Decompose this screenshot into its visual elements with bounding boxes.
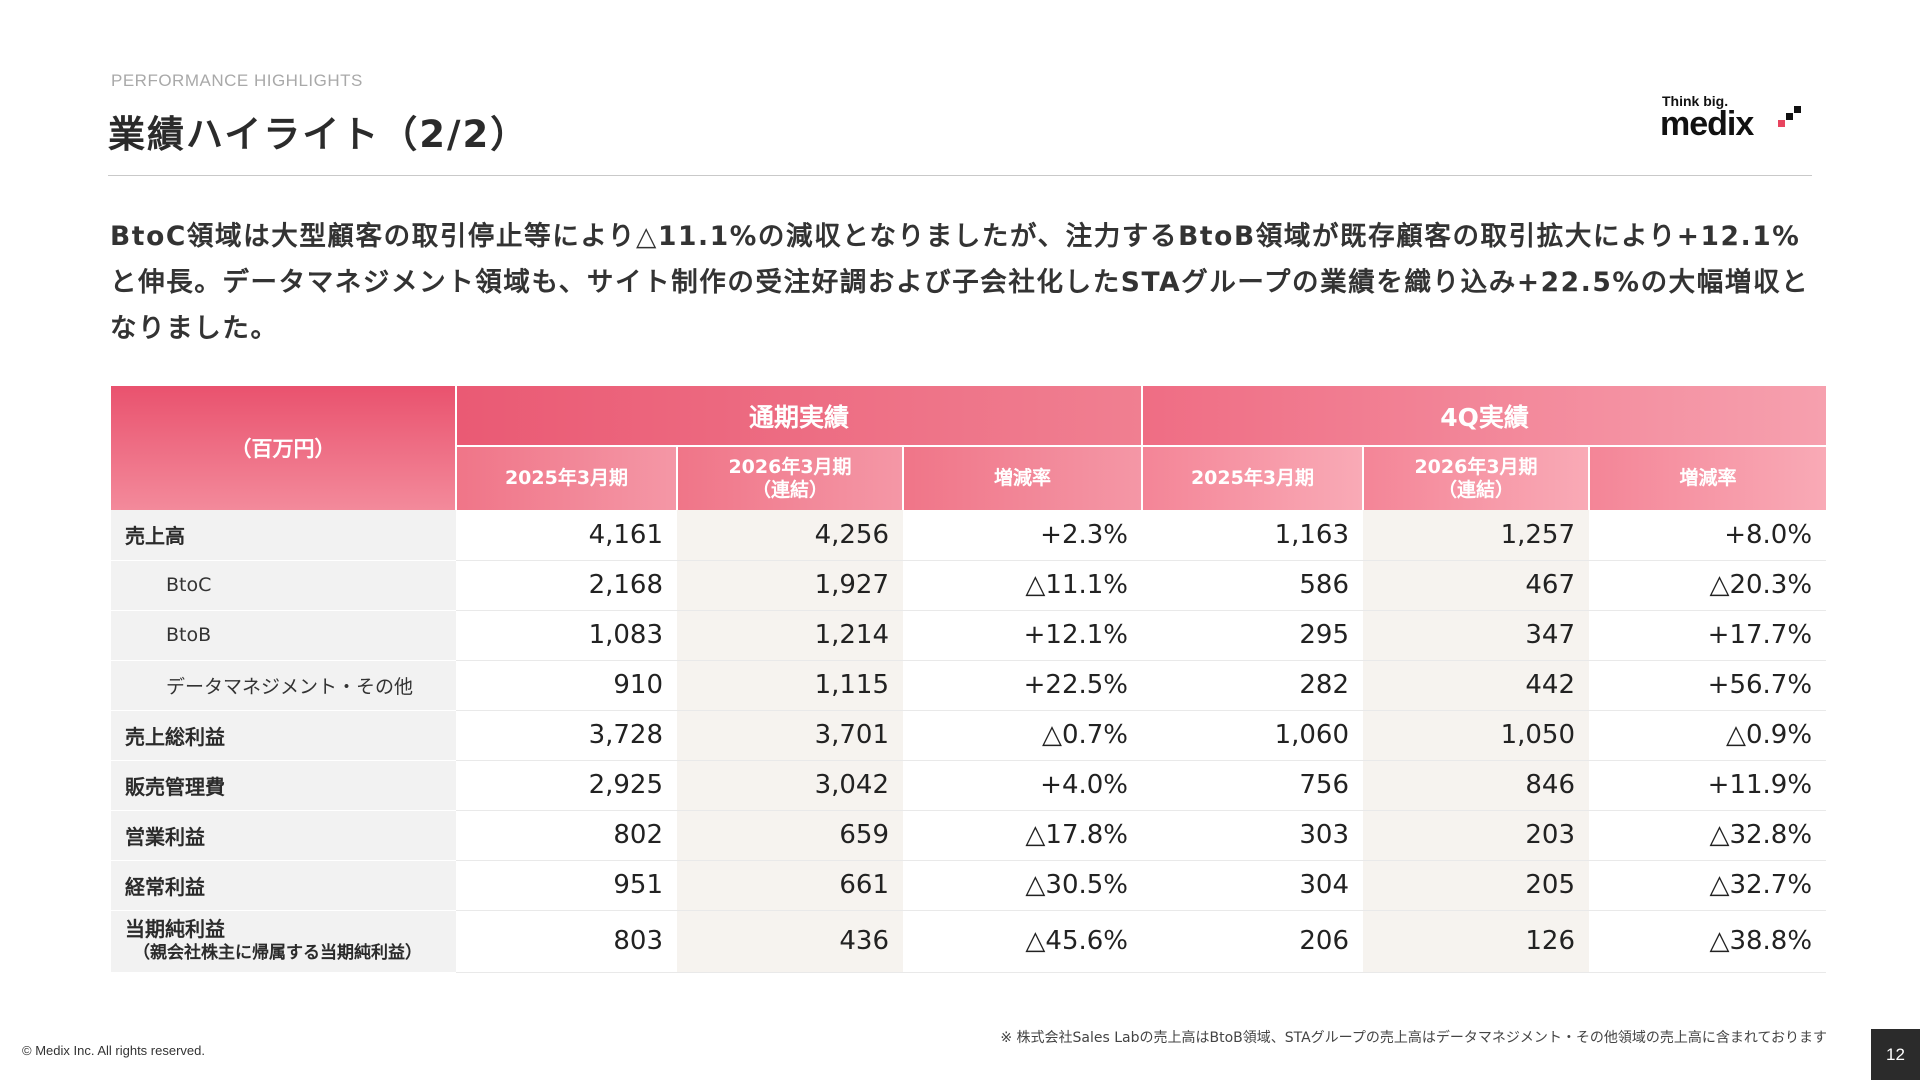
table-row: 売上総利益 3,728 3,701 △0.7% 1,060 1,050 △0.9… xyxy=(111,710,1827,761)
table-cell: 802 xyxy=(456,810,677,861)
subheader-fy-2026: 2026年3月期 （連結） xyxy=(677,446,904,510)
page-number: 12 xyxy=(1871,1029,1920,1080)
table-cell: 1,927 xyxy=(677,560,903,611)
table-row: 経常利益 951 661 △30.5% 304 205 △32.7% xyxy=(111,860,1827,911)
row-label-main: 当期純利益 xyxy=(125,917,225,941)
table-row: データマネジメント・その他 910 1,115 +22.5% 282 442 +… xyxy=(111,660,1827,711)
table-cell: 1,083 xyxy=(456,610,677,661)
table-cell: 3,728 xyxy=(456,710,677,761)
table-cell: △32.7% xyxy=(1589,860,1827,911)
summary-text: BtoC領域は大型顧客の取引停止等により△11.1%の減収となりましたが、注力す… xyxy=(110,221,1810,344)
logo-pixel-mark-icon xyxy=(1778,106,1801,127)
medix-logo: Think big. medix xyxy=(1660,93,1810,145)
table-cell: +4.0% xyxy=(903,760,1143,811)
table-cell: +2.3% xyxy=(903,510,1143,561)
subheader-fy-2025: 2025年3月期 xyxy=(456,446,678,510)
table-row: 当期純利益 （親会社株主に帰属する当期純利益） 803 436 △45.6% 2… xyxy=(111,910,1827,973)
table-cell: 1,257 xyxy=(1363,510,1590,561)
row-label: 販売管理費 xyxy=(111,760,456,811)
table-cell: △11.1% xyxy=(903,560,1143,611)
subheader-q4-2025: 2025年3月期 xyxy=(1142,446,1365,510)
table-cell: +17.7% xyxy=(1589,610,1827,661)
table-cell: +12.1% xyxy=(903,610,1143,661)
table-cell: 661 xyxy=(677,860,903,911)
performance-table: （百万円） 通期実績 4Q実績 2025年3月期 2026年3月期 （連結） 増減… xyxy=(111,386,1827,973)
table-cell: 467 xyxy=(1363,560,1590,611)
logo-tagline: Think big. xyxy=(1662,93,1729,109)
subheader-q4-change: 増減率 xyxy=(1589,446,1827,510)
group-header-full-year: 通期実績 xyxy=(456,386,1144,447)
table-cell: △30.5% xyxy=(903,860,1143,911)
table-cell: 3,701 xyxy=(677,710,903,761)
table-cell: 4,161 xyxy=(456,510,677,561)
table-cell: 659 xyxy=(677,810,903,861)
table-cell: △0.9% xyxy=(1589,710,1827,761)
row-label: BtoB xyxy=(111,610,456,661)
table-cell: 1,115 xyxy=(677,660,903,711)
table-cell: 756 xyxy=(1142,760,1364,811)
subheader-q4-2026: 2026年3月期 （連結） xyxy=(1363,446,1591,510)
table-cell: 282 xyxy=(1142,660,1364,711)
unit-header: （百万円） xyxy=(111,386,457,510)
row-label: 売上高 xyxy=(111,510,456,561)
table-cell: 1,214 xyxy=(677,610,903,661)
table-cell: 205 xyxy=(1363,860,1590,911)
row-label: 当期純利益 （親会社株主に帰属する当期純利益） xyxy=(111,910,456,973)
table-cell: 1,060 xyxy=(1142,710,1364,761)
table-cell: 303 xyxy=(1142,810,1364,861)
table-cell: 304 xyxy=(1142,860,1364,911)
table-cell: 586 xyxy=(1142,560,1364,611)
table-row: 売上高 4,161 4,256 +2.3% 1,163 1,257 +8.0% xyxy=(111,510,1827,561)
table-cell: △45.6% xyxy=(903,910,1143,973)
page-title: 業績ハイライト（2/2） xyxy=(108,113,530,156)
table-cell: 1,050 xyxy=(1363,710,1590,761)
copyright: © Medix Inc. All rights reserved. xyxy=(22,1043,205,1058)
table-cell: +56.7% xyxy=(1589,660,1827,711)
table-cell: 1,163 xyxy=(1142,510,1364,561)
table-cell: +8.0% xyxy=(1589,510,1827,561)
table-cell: 442 xyxy=(1363,660,1590,711)
row-label: 売上総利益 xyxy=(111,710,456,761)
title-divider xyxy=(108,175,1812,176)
table-cell: 347 xyxy=(1363,610,1590,661)
table-cell: 803 xyxy=(456,910,677,973)
logo-wordmark: medix xyxy=(1660,105,1754,143)
table-cell: 846 xyxy=(1363,760,1590,811)
table-row: 営業利益 802 659 △17.8% 303 203 △32.8% xyxy=(111,810,1827,861)
table-cell: 910 xyxy=(456,660,677,711)
row-label: 営業利益 xyxy=(111,810,456,861)
table-cell: △32.8% xyxy=(1589,810,1827,861)
table-row: BtoB 1,083 1,214 +12.1% 295 347 +17.7% xyxy=(111,610,1827,661)
row-label: BtoC xyxy=(111,560,456,611)
row-label: データマネジメント・その他 xyxy=(111,660,456,711)
table-cell: △17.8% xyxy=(903,810,1143,861)
table-cell: 4,256 xyxy=(677,510,903,561)
table-cell: 206 xyxy=(1142,910,1364,973)
table-row: 販売管理費 2,925 3,042 +4.0% 756 846 +11.9% xyxy=(111,760,1827,811)
table-cell: 436 xyxy=(677,910,903,973)
subheader-fy-change: 増減率 xyxy=(903,446,1144,510)
row-label-note: （親会社株主に帰属する当期純利益） xyxy=(133,943,422,963)
table-cell: 2,925 xyxy=(456,760,677,811)
table-cell: 203 xyxy=(1363,810,1590,861)
table-cell: 3,042 xyxy=(677,760,903,811)
table-cell: +22.5% xyxy=(903,660,1143,711)
table-cell: △0.7% xyxy=(903,710,1143,761)
table-cell: 295 xyxy=(1142,610,1364,661)
table-cell: 2,168 xyxy=(456,560,677,611)
table-cell: 126 xyxy=(1363,910,1590,973)
section-eyebrow: PERFORMANCE HIGHLIGHTS xyxy=(111,71,363,90)
footnote: ※ 株式会社Sales Labの売上高はBtoB領域、STAグループの売上高はデ… xyxy=(1000,1030,1827,1046)
table-cell: △38.8% xyxy=(1589,910,1827,973)
row-label: 経常利益 xyxy=(111,860,456,911)
table-cell: △20.3% xyxy=(1589,560,1827,611)
table-row: BtoC 2,168 1,927 △11.1% 586 467 △20.3% xyxy=(111,560,1827,611)
table-cell: +11.9% xyxy=(1589,760,1827,811)
table-cell: 951 xyxy=(456,860,677,911)
group-header-q4: 4Q実績 xyxy=(1142,386,1827,447)
